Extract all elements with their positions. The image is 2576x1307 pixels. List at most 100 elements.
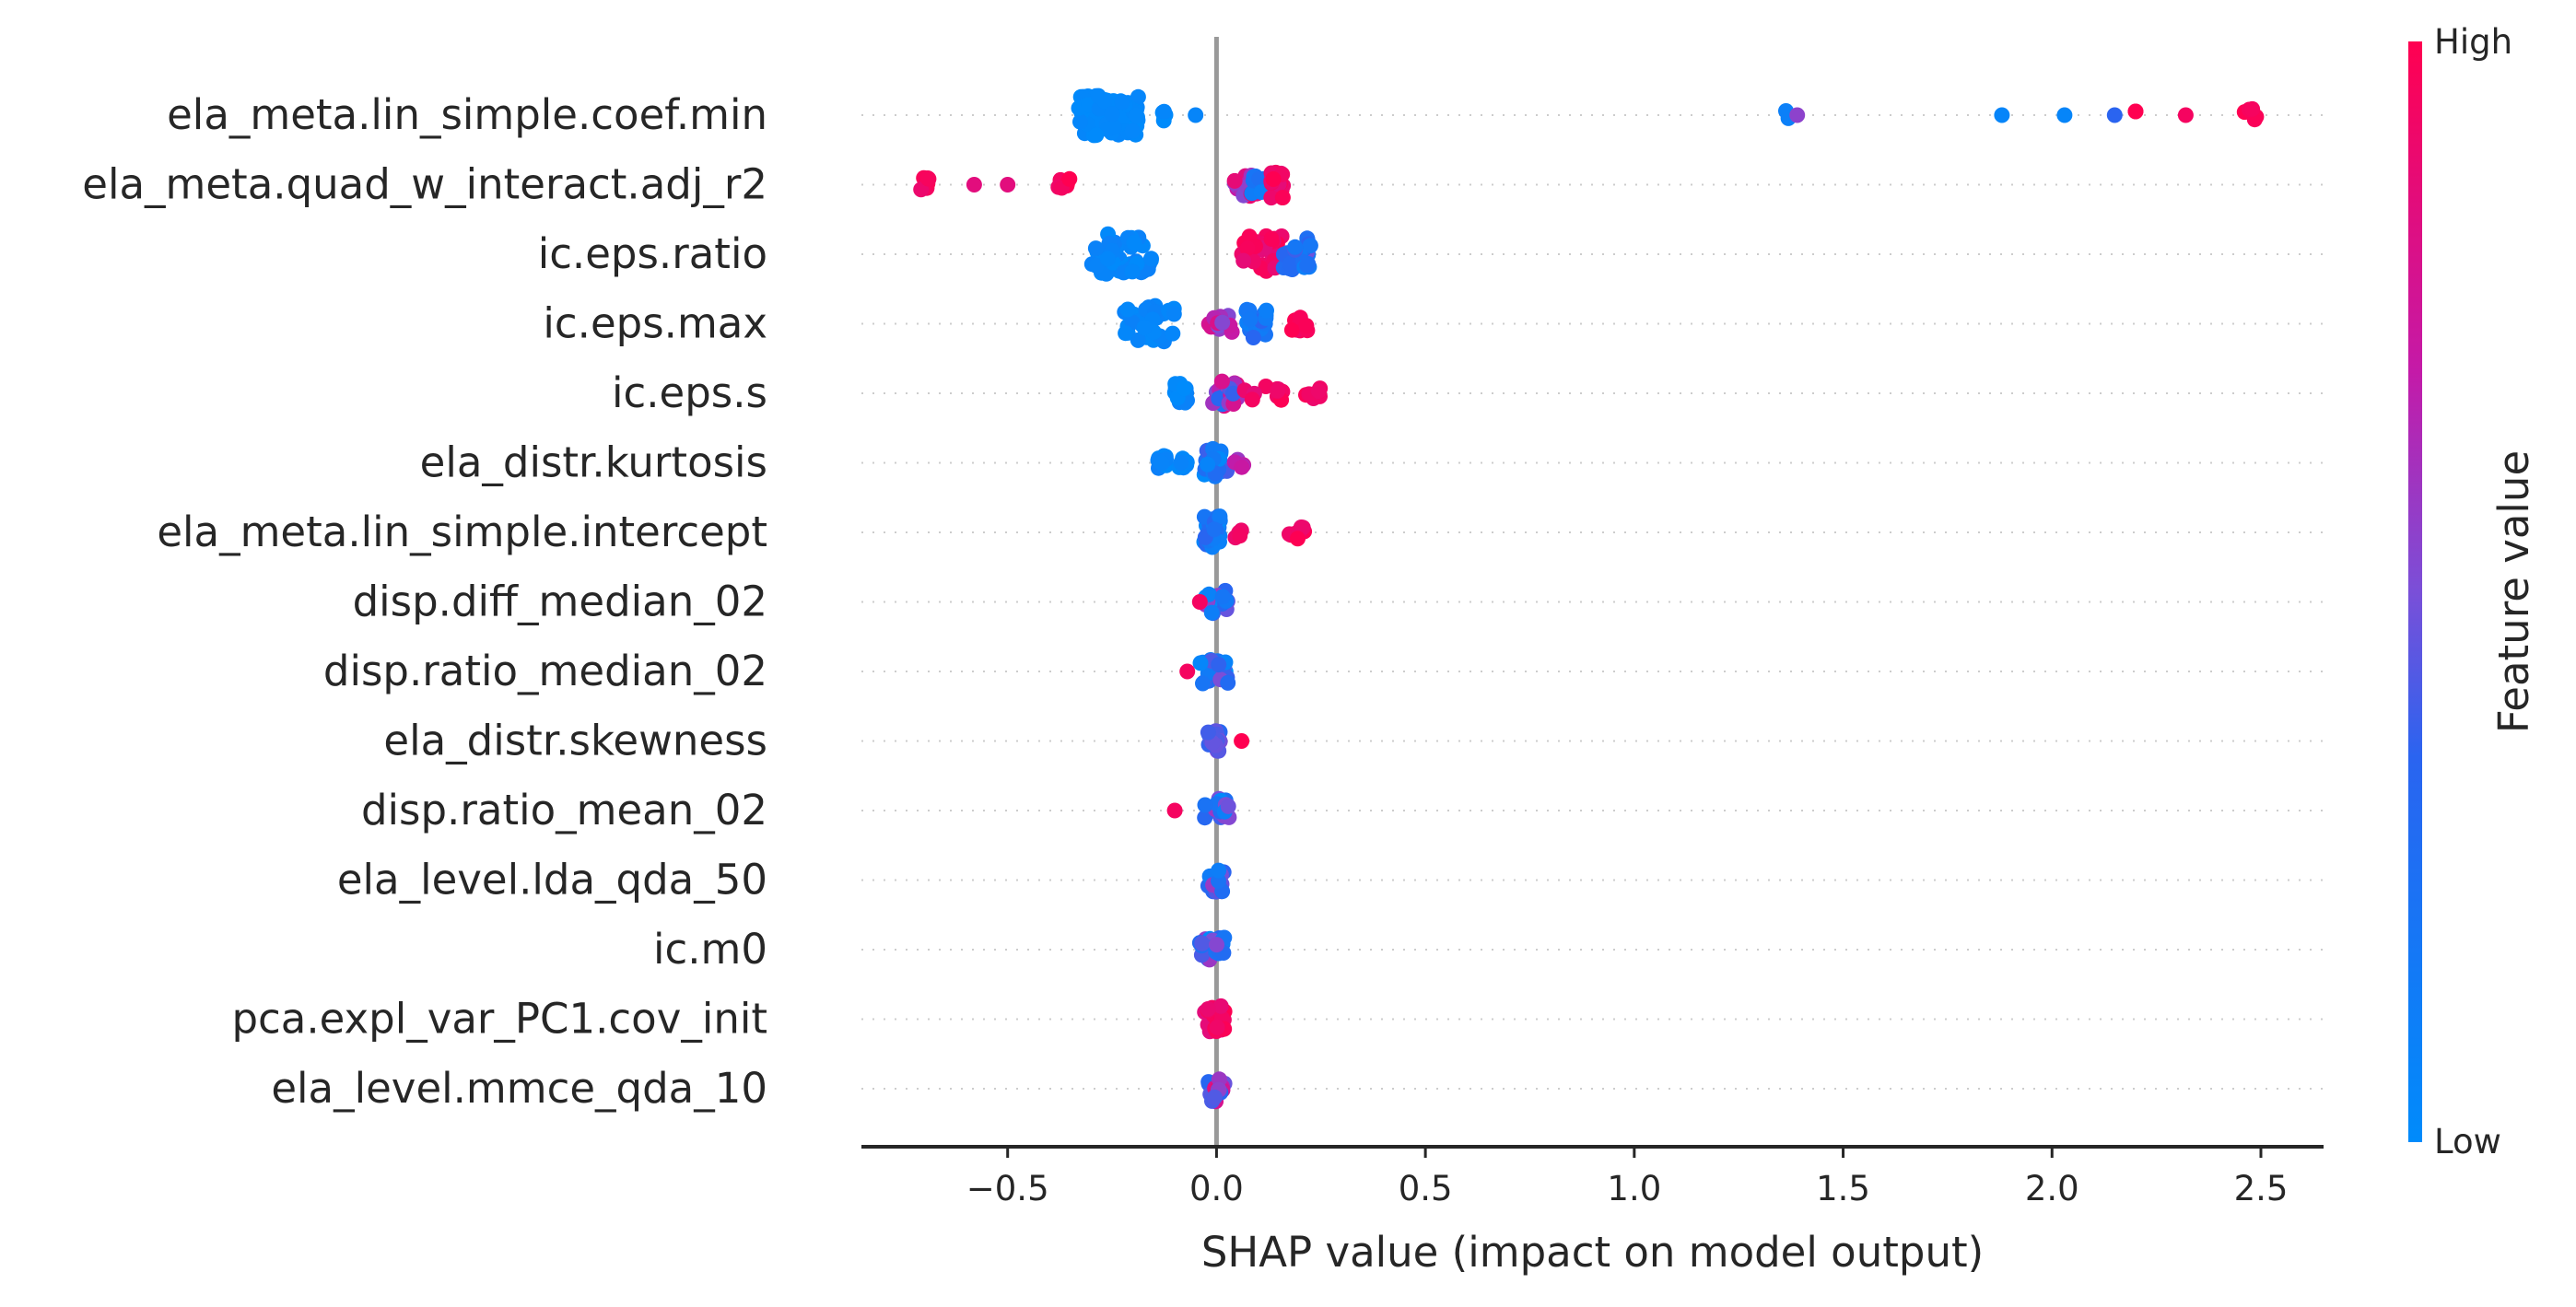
colorbar-high-label: High <box>2434 22 2512 62</box>
x-tick-label: 1.0 <box>1607 1169 1661 1208</box>
shap-point <box>1310 383 1327 400</box>
shap-point <box>1096 93 1113 110</box>
shap-point <box>1129 108 1145 124</box>
shap-point <box>1234 733 1250 749</box>
shap-point <box>1213 373 1230 390</box>
shap-point <box>1214 314 1231 331</box>
shap-point <box>1282 255 1298 272</box>
shap-point <box>1200 456 1216 473</box>
shap-point <box>1188 107 1204 123</box>
shap-point <box>1156 103 1172 120</box>
colorbar-title: Feature value <box>2489 450 2538 733</box>
shap-point <box>1220 674 1236 691</box>
x-axis-ticks: −0.5 0.0 0.5 1.0 1.5 2.0 2.5 <box>966 1147 2288 1208</box>
shap-point <box>2244 100 2261 117</box>
shap-point <box>1197 797 1213 813</box>
shap-point <box>1114 94 1130 111</box>
shap-point <box>1136 320 1153 336</box>
shap-point <box>1259 302 1274 319</box>
x-axis-title: SHAP value (impact on model output) <box>1201 1228 1984 1277</box>
shap-point <box>1283 321 1300 338</box>
shap-point <box>1203 604 1220 621</box>
shap-point <box>1234 459 1250 475</box>
shap-point <box>1118 325 1134 342</box>
feature-label: ela_meta.quad_w_interact.adj_r2 <box>82 160 767 209</box>
x-tick-label: 2.0 <box>2025 1169 2079 1208</box>
shap-point <box>1192 655 1209 671</box>
shap-point <box>1206 521 1223 538</box>
feature-label: pca.expl_var_PC1.cov_init <box>231 995 767 1044</box>
shap-point <box>1000 177 1016 193</box>
shap-point <box>1298 318 1315 334</box>
shap-point <box>1143 251 1159 267</box>
shap-point <box>1166 802 1183 819</box>
feature-label: ela_meta.lin_simple.intercept <box>157 508 767 556</box>
shap-point <box>1179 663 1196 680</box>
colorbar-low-label: Low <box>2434 1122 2501 1161</box>
feature-label: ic.m0 <box>653 925 767 974</box>
feature-label: ic.eps.max <box>543 299 767 348</box>
shap-point <box>1302 238 1318 254</box>
shap-point <box>1789 107 1806 123</box>
shap-point <box>1232 528 1248 544</box>
shap-point <box>1087 240 1104 257</box>
x-tick-label: 1.5 <box>1816 1169 1870 1208</box>
feature-label: ela_level.lda_qda_50 <box>337 856 767 904</box>
shap-point <box>1265 171 1282 187</box>
shap-point <box>1209 937 1224 953</box>
shap-point <box>1287 239 1304 255</box>
x-tick-label: 0.5 <box>1399 1169 1453 1208</box>
feature-label: disp.diff_median_02 <box>353 578 767 626</box>
shap-point <box>1209 1020 1225 1035</box>
shap-point <box>1245 330 1261 345</box>
x-tick-label: 0.0 <box>1189 1169 1244 1208</box>
shap-point <box>1130 88 1146 105</box>
shap-point <box>1195 675 1211 692</box>
feature-label: ela_distr.skewness <box>383 717 767 765</box>
shap-point <box>1263 190 1280 206</box>
shap-point <box>1212 998 1229 1014</box>
shap-point <box>1235 252 1252 269</box>
shap-point <box>1099 251 1116 267</box>
shap-point <box>1173 454 1189 471</box>
shap-point <box>1088 127 1105 144</box>
shap-point <box>919 170 936 186</box>
shap-point <box>1263 230 1280 247</box>
shap-point <box>1061 170 1078 187</box>
shap-point <box>1290 531 1306 547</box>
shap-point <box>1200 1001 1216 1017</box>
shap-point <box>1211 657 1227 673</box>
shap-point <box>2056 107 2073 123</box>
shap-point <box>1191 594 1208 610</box>
shap-point <box>1072 113 1088 130</box>
shap-point <box>1994 107 2010 123</box>
shap-point <box>1194 935 1211 951</box>
shap-point <box>1124 123 1141 139</box>
shap-point <box>1251 170 1268 187</box>
shap-point <box>1165 306 1182 322</box>
shap-point <box>1206 1089 1223 1105</box>
shap-point <box>1119 301 1136 318</box>
shap-point <box>1220 798 1236 814</box>
shap-point <box>1239 240 1256 256</box>
shap-point <box>1088 258 1105 274</box>
shap-point <box>1214 589 1231 605</box>
feature-label: ela_level.mmce_qda_10 <box>271 1064 767 1113</box>
x-tick-label: −0.5 <box>966 1169 1049 1208</box>
shap-point <box>966 177 982 193</box>
feature-label: ela_meta.lin_simple.coef.min <box>167 90 767 139</box>
shap-point <box>2127 103 2144 120</box>
shap-point <box>1242 311 1259 328</box>
shap-point <box>1197 810 1213 826</box>
feature-label: disp.ratio_mean_02 <box>361 786 767 834</box>
shap-points <box>913 88 2265 1110</box>
feature-label: ic.eps.s <box>612 368 767 417</box>
feature-labels: ela_meta.lin_simple.coef.min ela_meta.qua… <box>82 90 767 1113</box>
shap-point <box>1126 235 1142 251</box>
shap-point <box>1153 455 1170 472</box>
shap-point <box>1299 257 1316 274</box>
shap-point <box>2177 107 2194 123</box>
shap-point <box>1212 508 1228 525</box>
